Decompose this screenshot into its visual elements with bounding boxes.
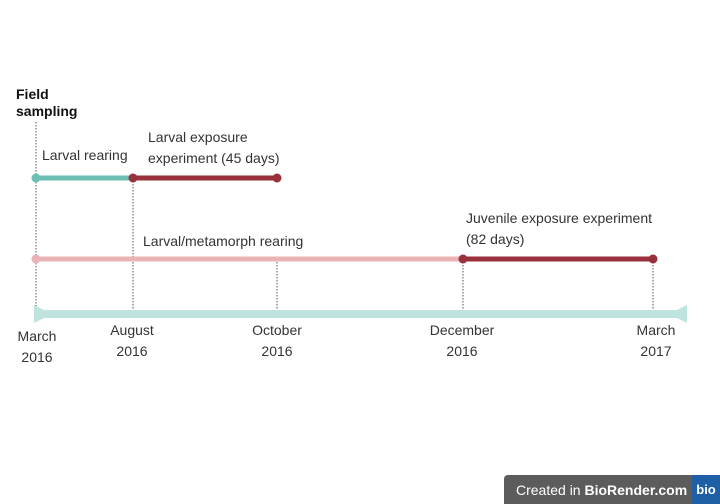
biorender-brand-text: BioRender.com — [584, 481, 688, 498]
tick-label-august-2016-month: August — [110, 322, 154, 338]
tick-label-march-2016-month: March — [18, 328, 57, 344]
field-sampling-label-line2: sampling — [16, 103, 77, 119]
larval-exposure-end-dot — [272, 173, 282, 183]
biorender-credit-text: Created in BioRender.com — [504, 482, 692, 498]
tick-label-october-2016-month: October — [252, 322, 302, 338]
tick-label-october-2016-year: 2016 — [261, 343, 292, 359]
time-axis-arrow — [34, 305, 687, 323]
metamorph-rearing-start-dot — [31, 254, 41, 264]
tick-label-march-2016-year: 2016 — [21, 349, 52, 365]
juvenile-exposure-start-dot — [458, 254, 468, 264]
biorender-logo-icon: bio — [692, 475, 720, 504]
created-in-text: Created in — [516, 481, 585, 498]
metamorph-rearing-label: Larval/metamorph rearing — [143, 233, 303, 249]
larval-rearing-start-dot — [31, 173, 41, 183]
juvenile-exposure-label-line1: Juvenile exposure experiment — [466, 210, 652, 226]
field-sampling-label-line1: Field — [16, 86, 49, 102]
tick-label-december-2016-year: 2016 — [446, 343, 477, 359]
juvenile-exposure-end-dot — [648, 254, 658, 264]
larval-exposure-start-dot — [128, 173, 138, 183]
juvenile-exposure-label-line2: (82 days) — [466, 231, 524, 247]
tick-label-march-2017-year: 2017 — [640, 343, 671, 359]
tick-label-march-2017-month: March — [637, 322, 676, 338]
biorender-badge[interactable]: Created in BioRender.com bio — [504, 475, 720, 504]
larval-exposure-label-line1: Larval exposure — [148, 129, 248, 145]
larval-exposure-label-line2: experiment (45 days) — [148, 150, 280, 166]
larval-rearing-label: Larval rearing — [42, 147, 128, 163]
tick-label-december-2016-month: December — [430, 322, 495, 338]
tick-label-august-2016-year: 2016 — [116, 343, 147, 359]
